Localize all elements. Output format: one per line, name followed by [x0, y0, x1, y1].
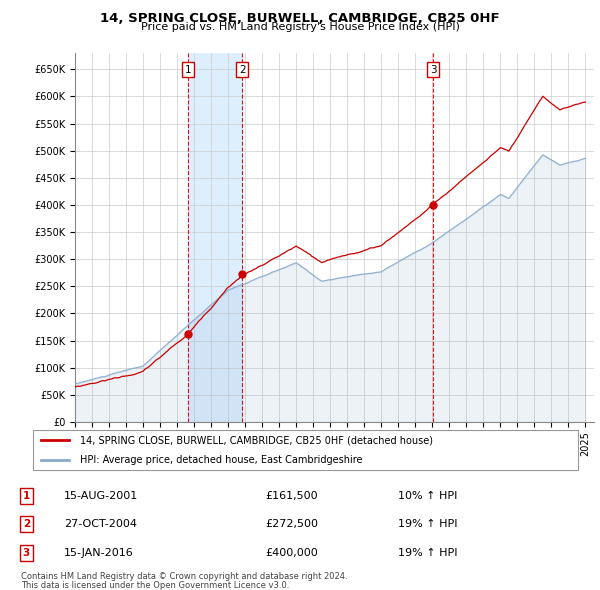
- Text: 2: 2: [23, 519, 30, 529]
- Text: £161,500: £161,500: [265, 491, 318, 501]
- Point: [428, 200, 438, 209]
- FancyBboxPatch shape: [33, 430, 578, 470]
- Point: [238, 270, 247, 279]
- Text: 3: 3: [23, 548, 30, 558]
- Text: HPI: Average price, detached house, East Cambridgeshire: HPI: Average price, detached house, East…: [80, 455, 362, 466]
- Text: 27-OCT-2004: 27-OCT-2004: [64, 519, 137, 529]
- Text: 19% ↑ HPI: 19% ↑ HPI: [398, 519, 457, 529]
- Text: 14, SPRING CLOSE, BURWELL, CAMBRIDGE, CB25 0HF (detached house): 14, SPRING CLOSE, BURWELL, CAMBRIDGE, CB…: [80, 435, 433, 445]
- Text: 1: 1: [184, 65, 191, 75]
- Text: 2: 2: [239, 65, 245, 75]
- Text: This data is licensed under the Open Government Licence v3.0.: This data is licensed under the Open Gov…: [21, 581, 289, 590]
- Text: Contains HM Land Registry data © Crown copyright and database right 2024.: Contains HM Land Registry data © Crown c…: [21, 572, 347, 581]
- Point: [183, 330, 193, 339]
- Text: 15-AUG-2001: 15-AUG-2001: [64, 491, 138, 501]
- Bar: [188, 53, 242, 422]
- Text: 10% ↑ HPI: 10% ↑ HPI: [398, 491, 457, 501]
- Text: £400,000: £400,000: [265, 548, 318, 558]
- Text: 15-JAN-2016: 15-JAN-2016: [64, 548, 134, 558]
- Text: £272,500: £272,500: [265, 519, 319, 529]
- Text: 14, SPRING CLOSE, BURWELL, CAMBRIDGE, CB25 0HF: 14, SPRING CLOSE, BURWELL, CAMBRIDGE, CB…: [100, 12, 500, 25]
- Text: 1: 1: [23, 491, 30, 501]
- Text: 3: 3: [430, 65, 436, 75]
- Text: Price paid vs. HM Land Registry's House Price Index (HPI): Price paid vs. HM Land Registry's House …: [140, 22, 460, 32]
- Text: 19% ↑ HPI: 19% ↑ HPI: [398, 548, 457, 558]
